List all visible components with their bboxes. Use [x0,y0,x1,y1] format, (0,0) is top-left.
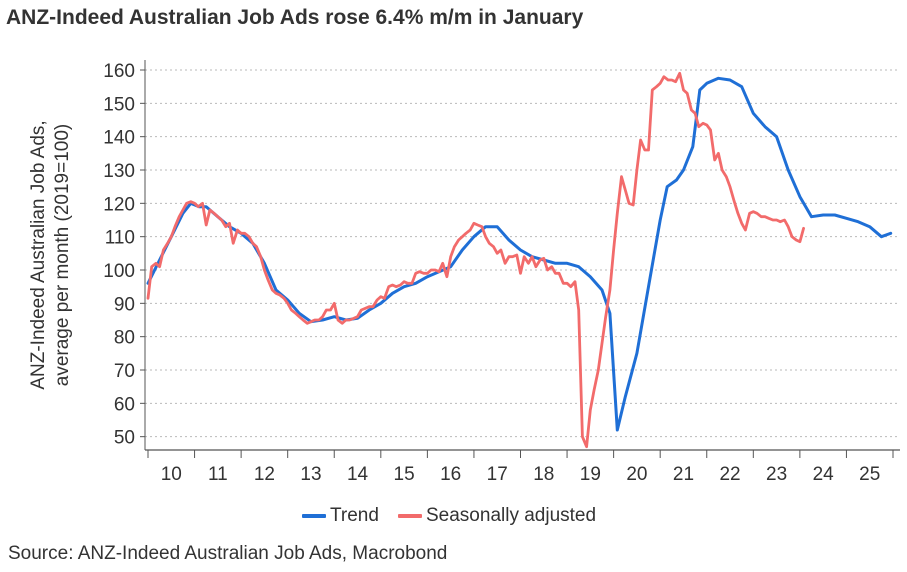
y-tick-label: 140 [103,128,135,149]
y-tick-label: 150 [103,94,135,115]
y-tick-label: 130 [103,161,135,182]
y-tick-label: 50 [114,428,135,449]
source-note: Source: ANZ-Indeed Australian Job Ads, M… [8,543,448,564]
series-group [146,71,893,449]
legend-label-trend: Trend [330,505,379,526]
x-tick-label: 25 [859,464,880,485]
legend-item-trend: Trend [302,503,379,529]
x-tick-label: 11 [208,464,228,485]
y-tick-label: 120 [103,194,135,215]
x-tick-label: 12 [254,464,275,485]
x-tick-label: 14 [347,464,369,485]
gridlines [145,69,900,438]
chart-title: ANZ-Indeed Australian Job Ads rose 6.4% … [6,6,584,29]
y-tick-label: 110 [105,228,135,249]
y-axis-label: ANZ-Indeed Australian Job Ads, average pe… [28,120,73,389]
x-tick-label: 17 [487,464,508,485]
x-tick-label: 21 [673,464,694,485]
x-tick-label: 19 [580,464,601,485]
y-tick-label: 100 [103,261,135,282]
y-tick-label: 80 [114,328,135,349]
x-axis: 10 11 12 13 14 15 16 17 18 19 20 21 22 23 24 25 [145,449,900,485]
y-tick-label: 60 [114,394,135,415]
legend-swatch-seasonally-adjusted [398,514,422,518]
x-tick-label: 15 [394,464,415,485]
x-tick-label: 16 [440,464,461,485]
x-tick-label: 13 [300,464,321,485]
line-chart: 50 60 70 80 90 100 110 120 130 140 150 160 10 11 12 13… [28,60,900,485]
y-tick-label: 70 [114,361,135,382]
legend-label-seasonally-adjusted: Seasonally adjusted [426,505,597,526]
x-tick-label: 20 [626,464,647,485]
x-tick-label: 22 [719,464,740,485]
y-axis: 50 60 70 80 90 100 110 120 130 140 150 160 [103,60,146,450]
legend-swatch-trend [302,514,326,518]
y-tick-label: 90 [114,294,135,315]
x-tick-label: 10 [161,464,182,485]
y-axis-title-line: average per month (2019=100) [52,124,73,386]
y-axis-title-line: ANZ-Indeed Australian Job Ads, [28,120,49,389]
x-tick-label: 18 [533,464,554,485]
legend-item-seasonally-adjusted: Seasonally adjusted [398,503,596,529]
series-line-seasonally-adjusted [146,71,805,449]
x-tick-label: 24 [813,464,835,485]
x-tick-label: 23 [766,464,787,485]
y-tick-label: 160 [103,61,135,82]
legend: Trend Seasonally adjusted [0,503,907,529]
